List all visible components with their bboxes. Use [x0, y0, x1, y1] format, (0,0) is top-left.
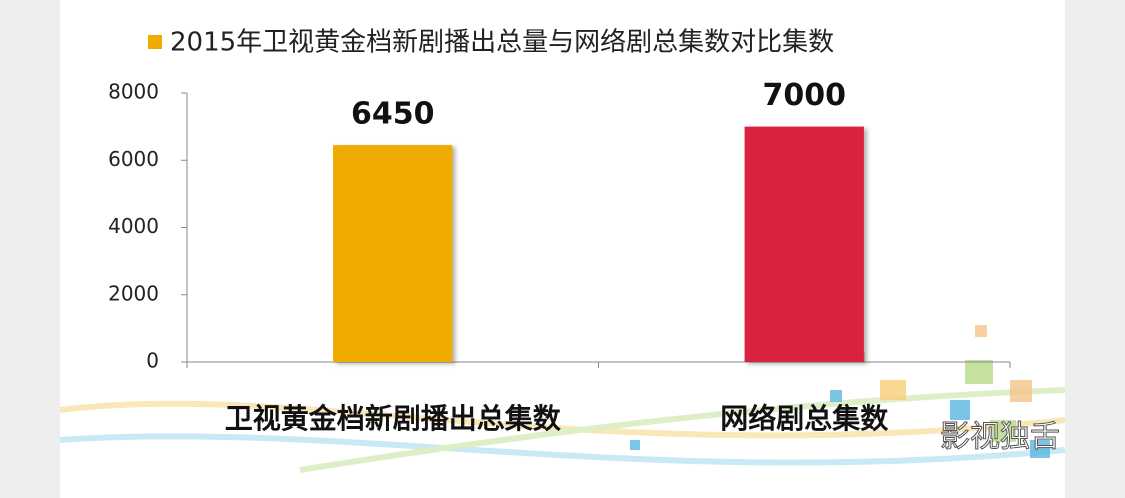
- bar: [333, 145, 453, 362]
- decoration-squares: [630, 325, 1050, 458]
- x-tick-label: 网络剧总集数: [720, 402, 889, 435]
- y-tick-label: 8000: [108, 80, 159, 104]
- y-tick-label: 4000: [108, 214, 159, 238]
- decoration: [59, 387, 1066, 473]
- y-tick-label: 6000: [108, 147, 159, 171]
- y-tick-label: 0: [146, 349, 159, 373]
- x-tick-label: 卫视黄金档新剧播出总集数: [225, 402, 562, 435]
- legend-swatch: [148, 35, 162, 49]
- legend-label: 2015年卫视黄金档新剧播出总量与网络剧总集数对比集数: [170, 28, 834, 58]
- watermark: 影视独舌: [940, 420, 1060, 455]
- data-label: 6450: [351, 97, 435, 132]
- data-label: 7000: [763, 78, 847, 113]
- bar: [744, 126, 864, 362]
- y-tick-label: 2000: [108, 281, 159, 305]
- slide: [60, 0, 1065, 498]
